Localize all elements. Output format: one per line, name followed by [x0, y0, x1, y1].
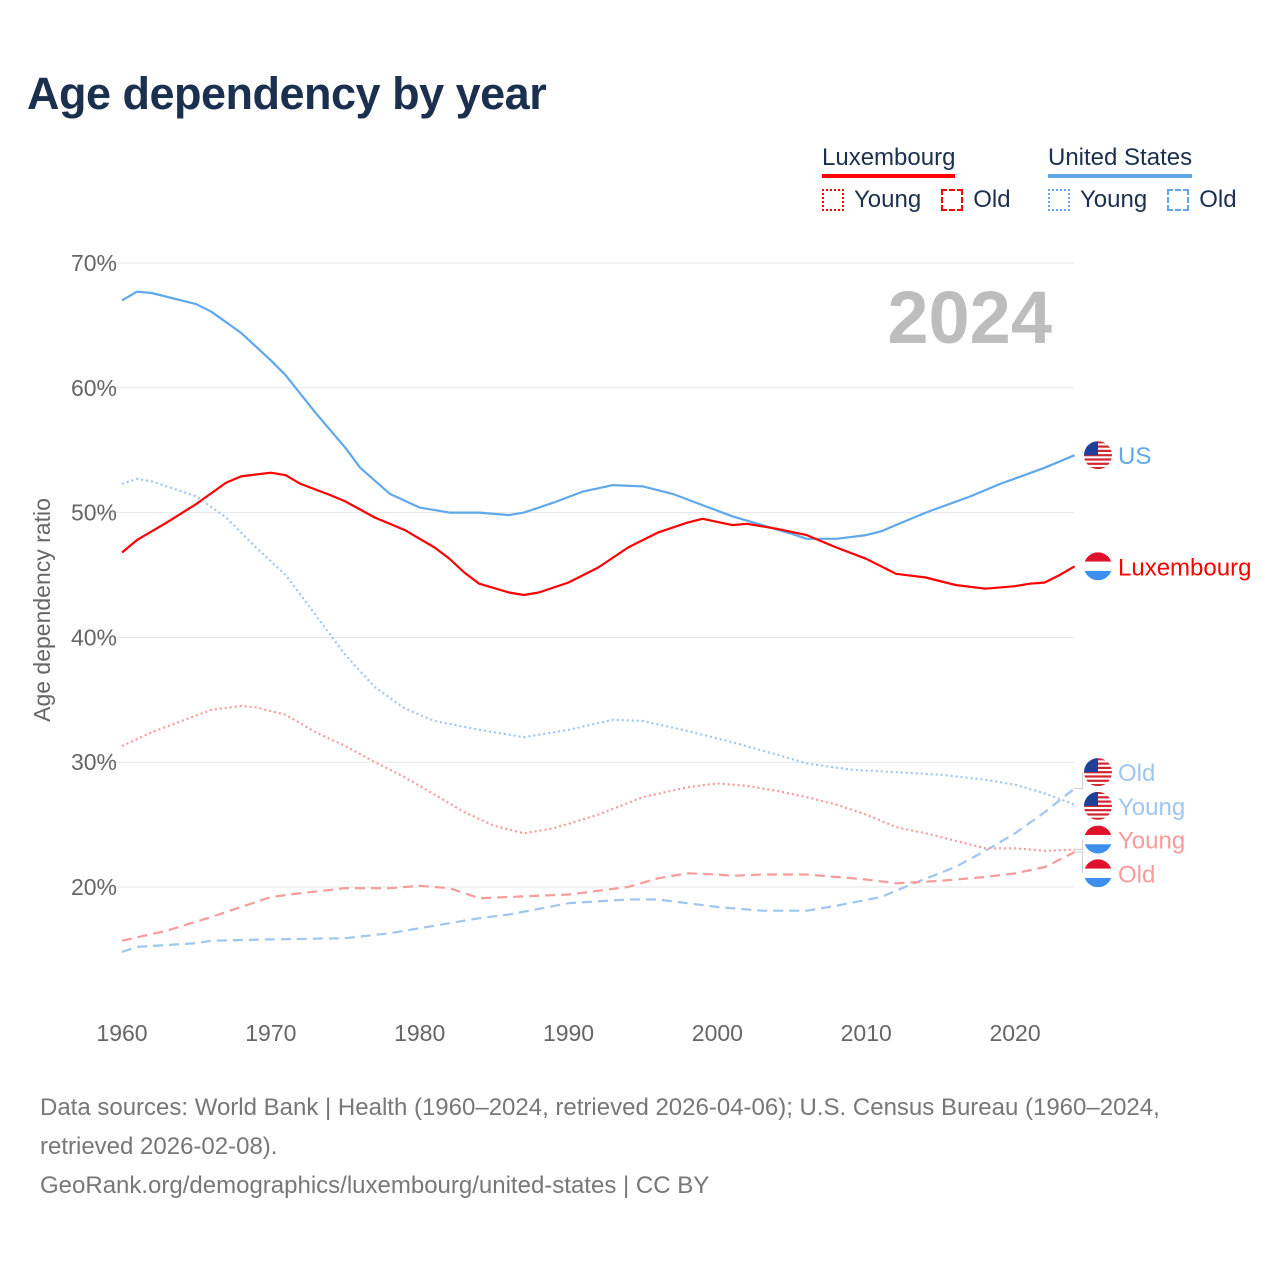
- chart-title: Age dependency by year: [27, 68, 547, 119]
- series-line-luxembourg-old: [121, 851, 1076, 942]
- label-connector: [1074, 851, 1084, 874]
- y-tick-label: 50%: [71, 500, 117, 526]
- legend-united-states[interactable]: United States Young Old: [1048, 144, 1251, 214]
- series-end-label: Young: [1118, 794, 1185, 821]
- us-flag-icon: [1084, 791, 1112, 820]
- series-end-label: Luxembourg: [1118, 554, 1251, 581]
- series-line-luxembourg-young: [121, 704, 1075, 852]
- x-tick-label: 1960: [96, 1020, 147, 1046]
- year-label: 2024: [887, 276, 1052, 359]
- attribution-link[interactable]: GeoRank.org/demographics/luxembourg/unit…: [40, 1172, 710, 1199]
- y-tick-label: 70%: [71, 250, 117, 276]
- x-tick-label: 2000: [692, 1020, 743, 1046]
- data-sources: Data sources: World Bank | Health (1960–…: [40, 1094, 1160, 1160]
- luxembourg-flag-icon: [1084, 859, 1112, 888]
- us-flag-icon: [1084, 758, 1112, 787]
- dashed-swatch-icon: [941, 189, 964, 211]
- series-end-label: Young: [1118, 828, 1185, 855]
- line-chart: 20% 30% 40% 50% 60% 70% 1960 1970 1980 1990 2000 20…: [29, 250, 1251, 1046]
- dotted-swatch-icon: [1048, 189, 1070, 211]
- dashed-swatch-icon: [1167, 189, 1190, 211]
- x-tick-label: 1990: [543, 1020, 594, 1046]
- legend-us-old[interactable]: Old: [1199, 186, 1237, 213]
- luxembourg-flag-icon: [1084, 825, 1112, 854]
- legend-lux-old[interactable]: Old: [973, 186, 1011, 213]
- luxembourg-flag-icon: [1084, 552, 1112, 581]
- y-tick-label: 60%: [71, 375, 117, 401]
- series-end-label: Old: [1118, 760, 1155, 787]
- y-tick-label: 40%: [71, 624, 117, 650]
- y-axis-label: Age dependency ratio: [29, 498, 55, 722]
- y-tick-label: 30%: [71, 749, 117, 775]
- series-line-luxembourg-total: [121, 471, 1076, 597]
- label-connector: [1074, 772, 1084, 789]
- series-line-united-states-old: [121, 787, 1076, 953]
- series-line-united-states-total: [121, 290, 1076, 540]
- legend-title-luxembourg: Luxembourg: [822, 144, 956, 178]
- legend-luxembourg[interactable]: Luxembourg Young Old: [822, 144, 1025, 214]
- x-tick-label: 1980: [394, 1020, 445, 1046]
- footer: Data sources: World Bank | Health (1960–…: [40, 1088, 1250, 1205]
- us-flag-icon: [1084, 441, 1112, 470]
- x-tick-label: 2020: [989, 1020, 1040, 1046]
- x-tick-label: 1970: [245, 1020, 296, 1046]
- series-end-label: US: [1118, 443, 1151, 470]
- legend-us-young[interactable]: Young: [1080, 186, 1148, 213]
- legend-title-united-states: United States: [1048, 144, 1193, 178]
- legend-lux-young[interactable]: Young: [854, 186, 922, 213]
- series-end-label: Old: [1118, 861, 1155, 888]
- dotted-swatch-icon: [822, 189, 844, 211]
- y-tick-label: 20%: [71, 874, 117, 900]
- x-tick-label: 2010: [841, 1020, 892, 1046]
- label-connector: [1074, 839, 1084, 851]
- series-line-united-states-young: [121, 477, 1075, 806]
